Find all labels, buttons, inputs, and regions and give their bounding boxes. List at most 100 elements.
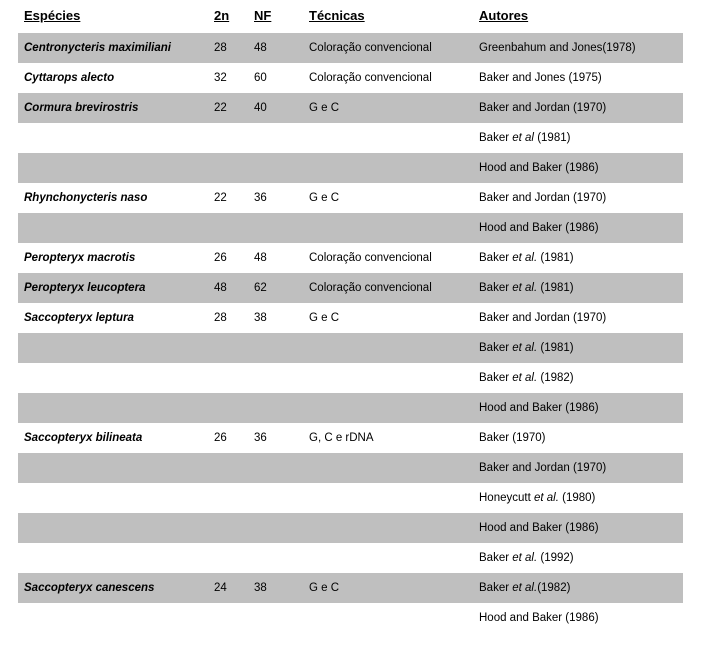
table-row: Peropteryx macrotis2648Coloração convenc… (18, 243, 683, 273)
cell-autor: Baker and Jordan (1970) (473, 303, 683, 333)
species-name: Saccopteryx bilineata (24, 432, 142, 444)
cell-autor: Baker et al.(1982) (473, 573, 683, 603)
species-name: Cyttarops alecto (24, 72, 114, 84)
cell-2n (208, 513, 248, 543)
cell-tecnica (303, 363, 473, 393)
author-etal: et al (512, 132, 534, 144)
table-row: Centronycteris maximiliani2848Coloração … (18, 33, 683, 63)
author-text: Hood and Baker (1986) (479, 162, 599, 174)
cell-autor: Hood and Baker (1986) (473, 603, 683, 633)
cell-species (18, 213, 208, 243)
cell-tecnica: G e C (303, 93, 473, 123)
table-row: Saccopteryx bilineata2636G, C e rDNABake… (18, 423, 683, 453)
author-text: Greenbahum and Jones(1978) (479, 42, 636, 54)
author-text: Baker (479, 132, 512, 144)
cell-nf: 38 (248, 303, 303, 333)
cell-2n (208, 333, 248, 363)
table-body: Centronycteris maximiliani2848Coloração … (18, 33, 683, 633)
species-name: Cormura brevirostris (24, 102, 138, 114)
cell-species (18, 453, 208, 483)
cell-2n: 26 (208, 243, 248, 273)
header-especies: Espécies (18, 4, 208, 33)
author-text: Hood and Baker (1986) (479, 522, 599, 534)
cell-tecnica (303, 333, 473, 363)
cell-autor: Hood and Baker (1986) (473, 153, 683, 183)
cell-tecnica (303, 453, 473, 483)
author-etal: et al. (512, 552, 537, 564)
author-text: Baker (479, 552, 512, 564)
cell-autor: Baker et al. (1982) (473, 363, 683, 393)
cell-nf (248, 393, 303, 423)
author-etal: et al. (512, 252, 537, 264)
cell-nf: 40 (248, 93, 303, 123)
cell-species (18, 543, 208, 573)
cell-species (18, 333, 208, 363)
cell-nf: 60 (248, 63, 303, 93)
cell-species (18, 363, 208, 393)
cell-2n: 32 (208, 63, 248, 93)
cell-species (18, 603, 208, 633)
cell-nf (248, 333, 303, 363)
cell-nf (248, 453, 303, 483)
cell-tecnica (303, 513, 473, 543)
author-etal: et al. (512, 342, 537, 354)
author-text: Hood and Baker (1986) (479, 612, 599, 624)
author-text: Baker (479, 252, 512, 264)
table-row: Peropteryx leucoptera4862Coloração conve… (18, 273, 683, 303)
table-row: Saccopteryx canescens2438G e CBaker et a… (18, 573, 683, 603)
author-text: Baker and Jordan (1970) (479, 462, 606, 474)
cell-tecnica: G e C (303, 183, 473, 213)
author-text: Hood and Baker (1986) (479, 402, 599, 414)
cell-2n (208, 393, 248, 423)
author-text: Baker (479, 342, 512, 354)
species-table: Espécies 2n NF Técnicas Autores Centrony… (18, 4, 683, 633)
cell-autor: Baker (1970) (473, 423, 683, 453)
cell-2n (208, 483, 248, 513)
cell-species (18, 513, 208, 543)
cell-tecnica (303, 483, 473, 513)
cell-autor: Baker and Jordan (1970) (473, 93, 683, 123)
cell-nf (248, 483, 303, 513)
cell-species: Cyttarops alecto (18, 63, 208, 93)
cell-autor: Hood and Baker (1986) (473, 393, 683, 423)
cell-tecnica: Coloração convencional (303, 243, 473, 273)
cell-nf: 62 (248, 273, 303, 303)
author-post: (1982) (537, 372, 573, 384)
species-name: Saccopteryx canescens (24, 582, 154, 594)
cell-tecnica (303, 123, 473, 153)
cell-nf: 36 (248, 423, 303, 453)
cell-2n (208, 453, 248, 483)
author-text: Baker and Jordan (1970) (479, 312, 606, 324)
author-post: (1980) (559, 492, 595, 504)
table-row: Baker et al. (1982) (18, 363, 683, 393)
cell-2n: 22 (208, 183, 248, 213)
cell-nf: 36 (248, 183, 303, 213)
cell-species: Peropteryx leucoptera (18, 273, 208, 303)
header-tecnicas: Técnicas (303, 4, 473, 33)
author-text: Baker and Jones (1975) (479, 72, 602, 84)
cell-nf (248, 603, 303, 633)
cell-tecnica (303, 543, 473, 573)
table-row: Hood and Baker (1986) (18, 393, 683, 423)
cell-tecnica: Coloração convencional (303, 33, 473, 63)
species-name: Centronycteris maximiliani (24, 42, 171, 54)
author-text: Baker (479, 372, 512, 384)
cell-nf (248, 123, 303, 153)
cell-2n: 28 (208, 303, 248, 333)
cell-tecnica (303, 603, 473, 633)
cell-autor: Greenbahum and Jones(1978) (473, 33, 683, 63)
author-post: (1981) (537, 342, 573, 354)
cell-species (18, 123, 208, 153)
table-row: Saccopteryx leptura2838G e CBaker and Jo… (18, 303, 683, 333)
table-row: Baker et al. (1981) (18, 333, 683, 363)
cell-nf (248, 153, 303, 183)
cell-tecnica: G, C e rDNA (303, 423, 473, 453)
cell-tecnica: G e C (303, 303, 473, 333)
cell-2n (208, 363, 248, 393)
cell-autor: Baker et al. (1992) (473, 543, 683, 573)
author-post: (1981) (537, 252, 573, 264)
author-text: Hood and Baker (1986) (479, 222, 599, 234)
cell-species: Cormura brevirostris (18, 93, 208, 123)
table-row: Hood and Baker (1986) (18, 603, 683, 633)
author-post: (1992) (537, 552, 573, 564)
